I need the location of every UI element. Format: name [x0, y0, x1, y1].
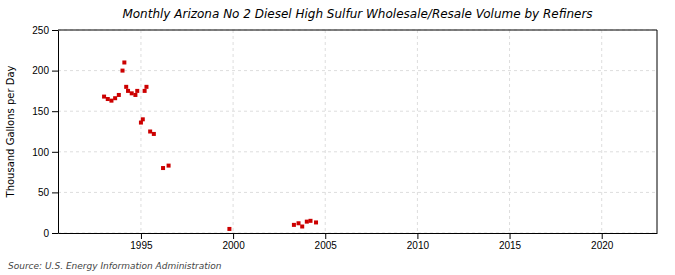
x-tick-label: 2010 [407, 240, 430, 251]
point [122, 60, 126, 64]
point [314, 220, 318, 224]
plot-area: 1995 2000 2005 2010 2015 2020 0 50 100 150 200 250 [32, 25, 657, 251]
point [124, 85, 128, 89]
point [227, 227, 231, 231]
point [152, 132, 156, 136]
point [102, 95, 106, 99]
y-tick-label: 50 [38, 187, 50, 198]
y-tick: 0 [43, 228, 58, 239]
point [144, 85, 148, 89]
x-tick-mark [417, 233, 418, 239]
x-tick: 1995 [130, 233, 153, 251]
y-tick-mark [52, 111, 58, 112]
point [121, 69, 125, 73]
points [102, 60, 318, 230]
y-tick: 150 [32, 106, 58, 117]
x-tick: 2015 [499, 233, 522, 251]
y-tick-mark [52, 152, 58, 153]
point [109, 99, 113, 103]
grid-line-x [233, 30, 234, 233]
x-tick-label: 1995 [130, 240, 153, 251]
y-axis-label: Thousand Gallons per Day [5, 65, 16, 198]
point [141, 117, 145, 121]
grid-line-y [58, 192, 657, 193]
grid-line-y [58, 30, 657, 31]
chart-container: 1995 2000 2005 2010 2015 2020 0 50 100 150 200 250 M… [0, 0, 675, 275]
x-tick: 2020 [591, 233, 614, 251]
y-tick-mark [52, 30, 58, 31]
x-tick-label: 2005 [315, 240, 338, 251]
x-tick: 2000 [222, 233, 245, 251]
x-tick: 2010 [407, 233, 430, 251]
x-tick-mark [141, 233, 142, 239]
grid-line-y [58, 70, 657, 71]
grid-line-x [417, 30, 418, 233]
y-tick: 100 [32, 147, 58, 158]
y-tick: 200 [32, 65, 58, 76]
x-tick-label: 2020 [591, 240, 614, 251]
grid-line-x [325, 30, 326, 233]
chart-svg: 1995 2000 2005 2010 2015 2020 0 50 100 150 200 250 M… [0, 0, 675, 275]
x-tick: 2005 [315, 233, 338, 251]
grid-line-y [58, 111, 657, 112]
x-tick-mark [510, 233, 511, 239]
point [309, 219, 313, 223]
y-axis-line [58, 31, 59, 234]
x-axis: 1995 2000 2005 2010 2015 2020 [59, 233, 658, 251]
y-tick-mark [52, 71, 58, 72]
grid-line-y [58, 233, 657, 234]
y-tick-mark [52, 192, 58, 193]
point [161, 166, 165, 170]
y-tick: 50 [38, 187, 58, 198]
grid-line-x [509, 30, 510, 233]
grid [58, 30, 657, 233]
x-tick-label: 2000 [222, 240, 245, 251]
point [130, 91, 134, 95]
x-tick-label: 2015 [499, 240, 522, 251]
y-tick-mark [52, 233, 58, 234]
point [300, 225, 304, 229]
plot-frame [58, 30, 657, 31]
x-tick-mark [233, 233, 234, 239]
grid-line-x [140, 30, 141, 233]
y-tick-label: 0 [43, 228, 49, 239]
y-tick-label: 250 [32, 25, 49, 36]
grid-line-x [601, 30, 602, 233]
grid-line-y [58, 151, 657, 152]
y-tick-label: 200 [32, 65, 49, 76]
point [135, 89, 139, 93]
plot-frame [657, 30, 658, 233]
point [297, 221, 301, 225]
point [305, 220, 309, 224]
y-tick-label: 150 [32, 106, 49, 117]
y-tick: 250 [32, 25, 58, 36]
x-tick-mark [602, 233, 603, 239]
point [143, 89, 147, 93]
point [106, 97, 110, 101]
x-axis-line [59, 233, 658, 234]
point [167, 164, 171, 168]
point [292, 223, 296, 227]
point [113, 96, 117, 100]
point [148, 130, 152, 134]
point [126, 89, 130, 93]
source-note: Source: U.S. Energy Information Administ… [8, 261, 222, 271]
y-axis: 0 50 100 150 200 250 [32, 25, 58, 239]
x-tick-mark [325, 233, 326, 239]
y-tick-label: 100 [32, 147, 49, 158]
title: Monthly Arizona No 2 Diesel High Sulfur … [122, 7, 592, 21]
point [133, 93, 137, 97]
point [117, 93, 121, 97]
